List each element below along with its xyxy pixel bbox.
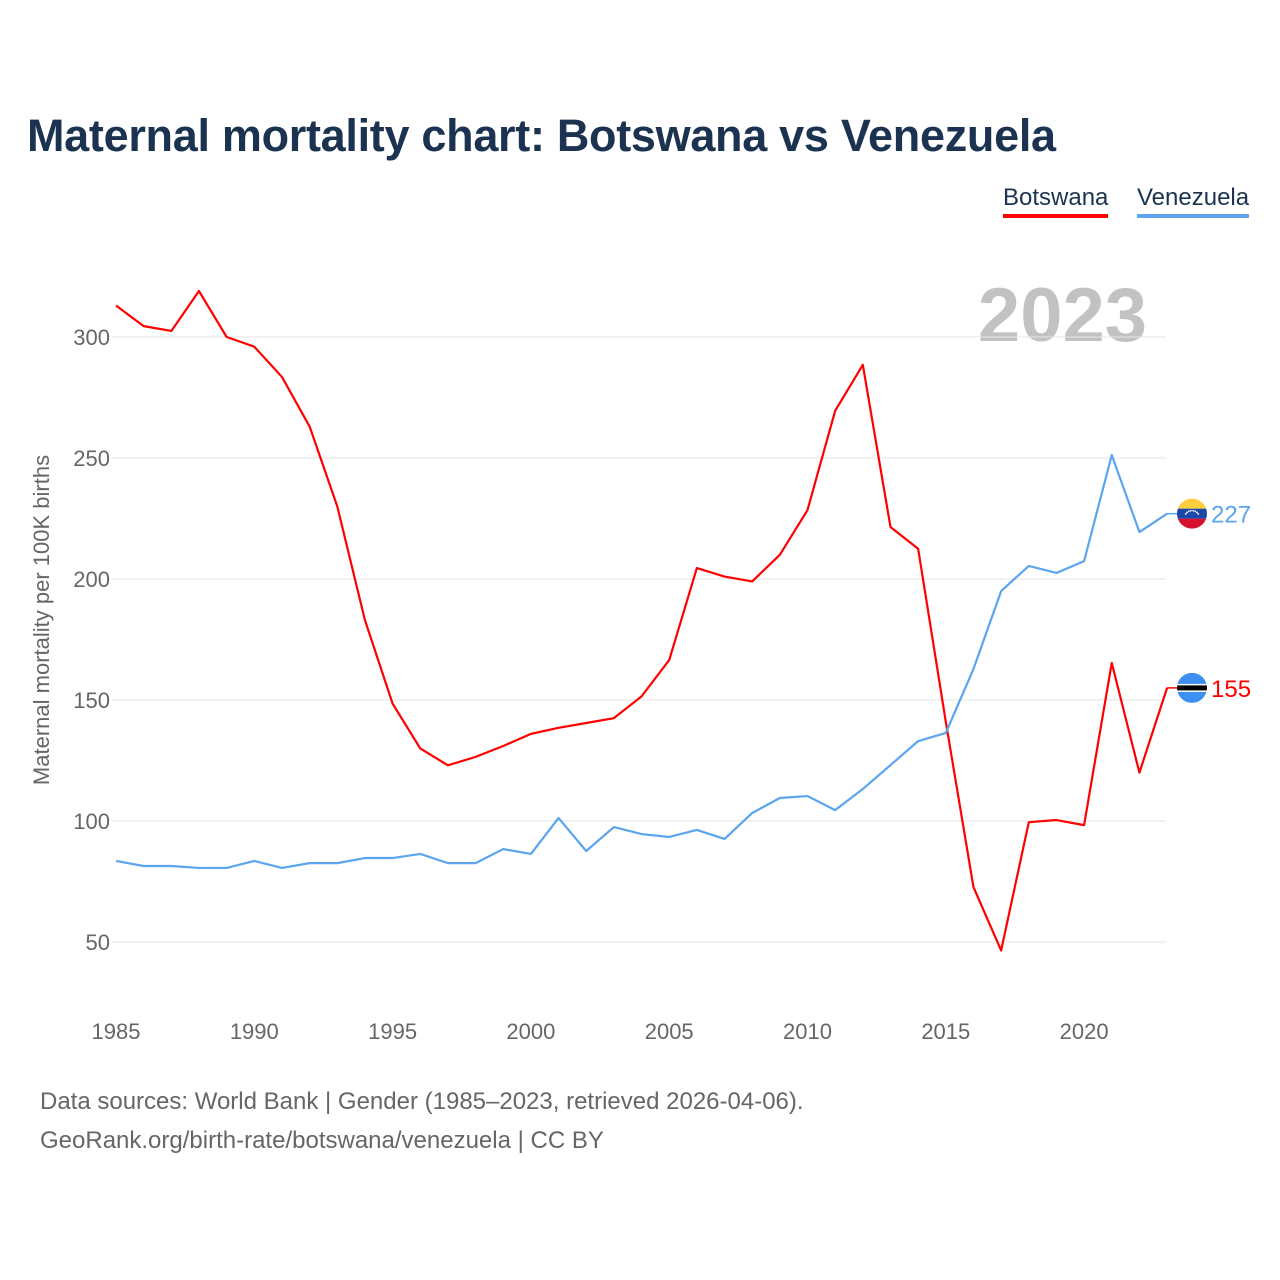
x-tick-label: 2000 — [506, 1019, 555, 1044]
x-tick-label: 1995 — [368, 1019, 417, 1044]
x-tick-label: 1985 — [92, 1019, 141, 1044]
botswana-flag-icon — [1177, 672, 1207, 703]
legend-botswana[interactable]: Botswana — [1003, 184, 1109, 218]
y-tick-label: 150 — [73, 688, 110, 713]
footer-sources: Data sources: World Bank | Gender (1985–… — [40, 1088, 804, 1115]
footer-attribution: GeoRank.org/birth-rate/botswana/venezuel… — [40, 1127, 604, 1154]
end-value-label: 227 — [1211, 502, 1251, 529]
y-tick-label: 300 — [73, 325, 110, 350]
end-value-label: 155 — [1211, 676, 1251, 703]
x-tick-label: 2020 — [1060, 1019, 1109, 1044]
chart-title: Maternal mortality chart: Botswana vs Ve… — [27, 110, 1056, 161]
series-line-botswana — [115, 289, 1169, 952]
x-tick-label: 2010 — [783, 1019, 832, 1044]
legend-venezuela[interactable]: Venezuela — [1137, 184, 1250, 218]
y-tick-label: 100 — [73, 809, 110, 834]
x-tick-label: 2015 — [921, 1019, 970, 1044]
series-line-venezuela — [115, 453, 1168, 870]
x-tick-label: 2005 — [645, 1019, 694, 1044]
y-tick-label: 250 — [73, 446, 110, 471]
x-tick-label: 1990 — [230, 1019, 279, 1044]
y-tick-label: 50 — [86, 930, 110, 955]
venezuela-flag-icon — [1177, 498, 1207, 529]
y-tick-label: 200 — [73, 567, 110, 592]
year-label: 2023 — [977, 273, 1147, 358]
